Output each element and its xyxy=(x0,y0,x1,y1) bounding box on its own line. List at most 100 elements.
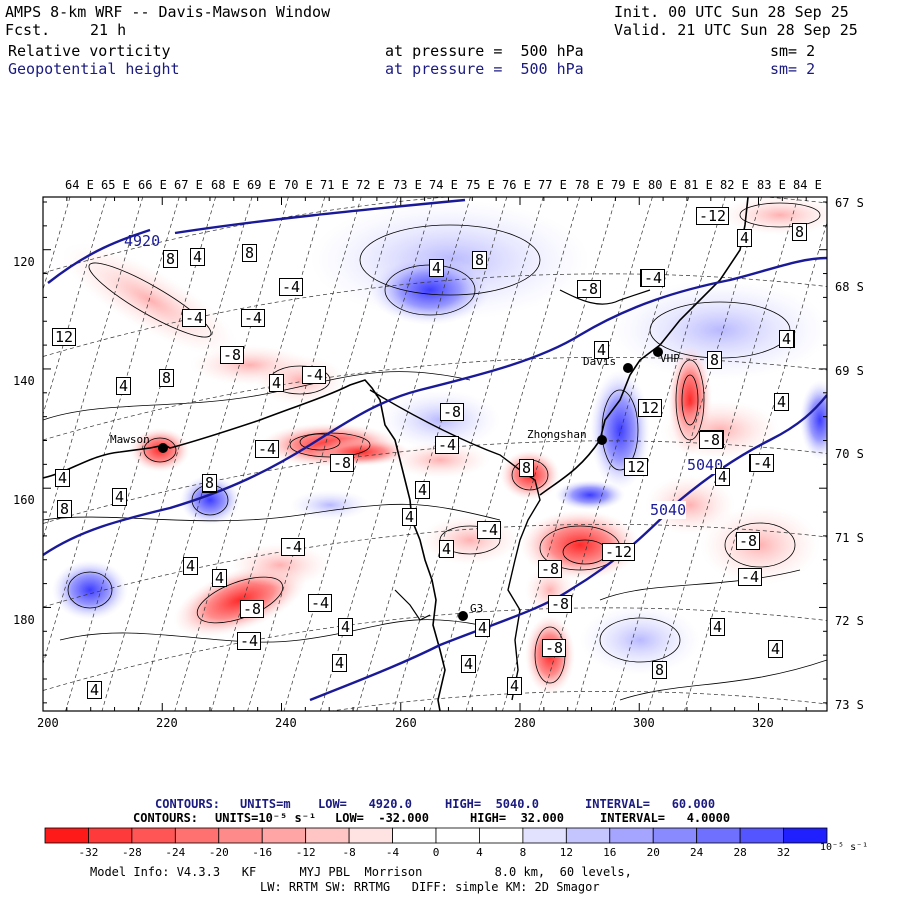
vorticity-contour-label: -4 xyxy=(641,269,666,287)
x-tick-label: 280 xyxy=(514,716,536,730)
field1-level: at pressure = 500 hPa xyxy=(385,42,584,60)
vorticity-contour-label: 8 xyxy=(707,351,723,369)
meridian-line xyxy=(465,197,617,711)
model-physics: LW: RRTM SW: RRTMG DIFF: simple KM: 2D S… xyxy=(260,880,600,894)
vorticity-contour-label: 8 xyxy=(652,661,668,679)
colorbar-swatch xyxy=(218,827,263,844)
vorticity-contour-label: -4 xyxy=(255,440,280,458)
vorticity-contour-label: -4 xyxy=(308,594,333,612)
colorbar-swatch xyxy=(174,827,220,844)
colorbar-swatch xyxy=(261,827,307,844)
lon-label: 80 E xyxy=(648,178,677,192)
vorticity-contour-label: -12 xyxy=(602,543,636,561)
vorticity-contour-label: 4 xyxy=(269,374,285,392)
vort-area xyxy=(180,475,240,525)
vorticity-contour-label: 4 xyxy=(594,341,610,359)
colorbar-tick-label: 28 xyxy=(733,846,747,859)
init-time: Init. 00 UTC Sun 28 Sep 25 xyxy=(614,3,849,21)
x-tick-label: 220 xyxy=(156,716,178,730)
height-label: 5040 xyxy=(687,456,724,474)
colorbar-swatch xyxy=(392,827,437,844)
x-tick-label: 300 xyxy=(633,716,655,730)
parallel-line xyxy=(329,690,827,711)
lon-label: 67 E xyxy=(174,178,203,192)
lon-label: 66 E xyxy=(138,178,167,192)
coastline xyxy=(394,589,431,621)
vorticity-contour-label: -8 xyxy=(330,454,355,472)
vort-contour xyxy=(681,374,699,426)
field2-level: at pressure = 500 hPa xyxy=(385,60,584,78)
map-title: AMPS 8-km WRF -- Davis-Mawson Window xyxy=(5,3,331,21)
vorticity-contour-label: 4 xyxy=(768,640,784,658)
x-tick-label: 240 xyxy=(275,716,297,730)
height-label: 4920 xyxy=(124,232,161,250)
meridian-line xyxy=(210,197,362,711)
vorticity-contour-label: 8 xyxy=(792,223,808,241)
vort-area xyxy=(610,280,827,380)
colorbar-swatch xyxy=(88,827,133,844)
field2-name: Geopotential height xyxy=(8,60,180,78)
field1-name: Relative vorticity xyxy=(8,42,171,60)
lon-label: 69 E xyxy=(247,178,276,192)
g3-station-dot xyxy=(458,611,468,621)
lon-label: 75 E xyxy=(466,178,495,192)
forecast-hour: 21 h xyxy=(90,21,127,39)
colorbar-tick-label: -8 xyxy=(342,846,356,859)
colorbar-tick-label: 16 xyxy=(603,846,617,859)
vort-area xyxy=(555,480,625,510)
vorticity-contour-label: -8 xyxy=(440,403,465,421)
vorticity-contour-label: 4 xyxy=(475,619,491,637)
vorticity-contour-label: 4 xyxy=(429,259,445,277)
x-tick-label: 320 xyxy=(752,716,774,730)
y-tick-label: 160 xyxy=(13,493,35,507)
lon-label: 64 E xyxy=(65,178,94,192)
lon-label: 76 E xyxy=(502,178,531,192)
parallel-line xyxy=(43,607,827,691)
vort-contour xyxy=(43,371,471,421)
coastline xyxy=(369,389,541,701)
meridian-line xyxy=(647,197,799,711)
meridian-line xyxy=(538,197,690,711)
meridian-line xyxy=(611,197,762,711)
y-tick-label: 120 xyxy=(13,255,35,269)
colorbar-tick-label: -20 xyxy=(208,846,229,859)
meridian-line xyxy=(247,197,398,711)
vort-area xyxy=(62,243,238,357)
lon-label: 68 E xyxy=(211,178,240,192)
colorbar-swatch xyxy=(696,827,741,844)
vorticity-contour-label: -8 xyxy=(577,280,602,298)
vort-area xyxy=(290,490,370,520)
colorbar-tick-label: 0 xyxy=(432,846,440,859)
vorticity-contour-label: 8 xyxy=(163,250,179,268)
valid-time: Valid. 21 UTC Sun 28 Sep 25 xyxy=(614,21,858,39)
vorticity-contour-label: -4 xyxy=(279,278,304,296)
vorticity-contour-label: 4 xyxy=(461,655,477,673)
colorbar-swatch xyxy=(131,827,176,844)
contours-interval-height: INTERVAL= 60.000 xyxy=(585,797,716,811)
parallel-line xyxy=(43,273,827,357)
vorticity-contour-label: 4 xyxy=(190,248,206,266)
vorticity-contour-label: 8 xyxy=(159,369,175,387)
y-tick-label: 140 xyxy=(13,374,35,388)
parallel-line xyxy=(43,197,827,274)
meridian-line xyxy=(502,197,653,711)
model-info: Model Info: V4.3.3 KF MYJ PBL Morrison 8… xyxy=(90,865,632,879)
contours-high-height: HIGH= 5040.0 xyxy=(445,797,539,811)
vorticity-contour-label: 4 xyxy=(402,508,418,526)
vorticity-contour-label: 4 xyxy=(183,557,199,575)
colorbar-swatch xyxy=(44,827,89,844)
lon-label: 78 E xyxy=(575,178,604,192)
vorticity-contour-label: 4 xyxy=(439,540,455,558)
field2-smoothing: sm= 2 xyxy=(770,60,816,78)
vorticity-contour-label: 4 xyxy=(332,654,348,672)
vorticity-contour-label: 4 xyxy=(55,469,71,487)
y-tick-marks xyxy=(43,201,827,704)
vorticity-contour-label: -12 xyxy=(696,207,730,225)
vort-contour xyxy=(299,433,341,451)
x-tick-label: 260 xyxy=(395,716,417,730)
lon-label: 77 E xyxy=(538,178,567,192)
vorticity-contour-label: 12 xyxy=(638,399,663,417)
vorticity-contour-label: -4 xyxy=(435,436,460,454)
colorbar-swatch xyxy=(479,827,524,844)
